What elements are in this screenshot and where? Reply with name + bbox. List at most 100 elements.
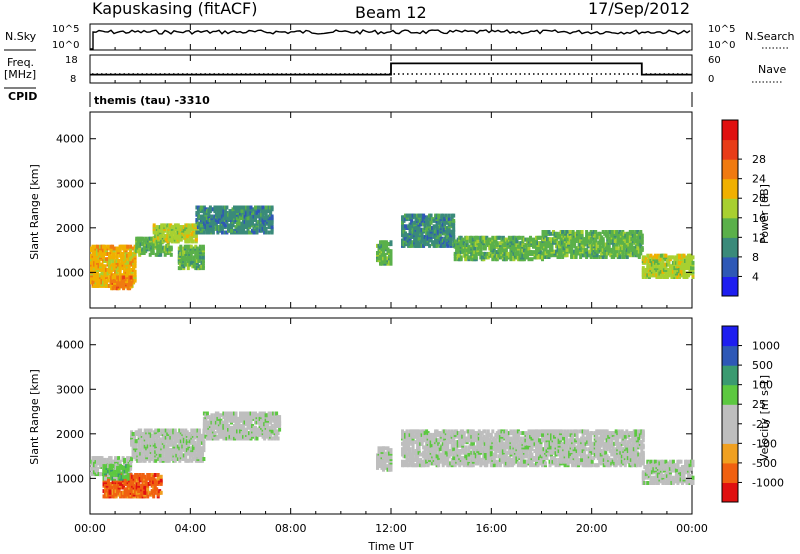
power-cell — [435, 233, 439, 238]
velocity-cell — [152, 494, 156, 499]
power-cell — [194, 223, 198, 228]
power-cell — [91, 244, 95, 249]
power-cell — [556, 255, 560, 259]
power-cell — [389, 256, 393, 261]
power-cell — [225, 205, 229, 210]
velocity-cell — [242, 415, 245, 420]
power-cell — [194, 244, 198, 249]
velocity-cell — [437, 463, 441, 468]
nave-label: Nave — [758, 63, 786, 76]
velocity-cell — [255, 427, 259, 432]
velocity-cell — [429, 443, 433, 448]
power-cell — [452, 218, 456, 223]
velocity-cell — [126, 476, 130, 481]
power-cell — [194, 262, 198, 267]
power-cell — [561, 230, 565, 234]
velocity-cell — [219, 413, 223, 418]
power-cell — [189, 253, 193, 258]
power-cell — [189, 244, 193, 249]
velocity-cell — [228, 425, 232, 430]
power-cell — [691, 266, 695, 271]
power-cell — [264, 226, 268, 231]
power-cell — [405, 213, 409, 218]
power-cell — [525, 237, 529, 242]
power-cell — [586, 239, 590, 243]
velocity-cell — [213, 431, 217, 436]
velocity-cell — [178, 458, 182, 463]
velocity-cell — [389, 448, 393, 453]
freq-label-1: Freq. — [7, 56, 34, 69]
power-cell — [108, 260, 112, 265]
power-colorbar-segment — [722, 178, 738, 199]
velocity-cell — [237, 424, 241, 428]
velocity-cell — [435, 461, 439, 466]
velocity-cell — [264, 434, 268, 439]
power-cell — [126, 260, 130, 265]
power-ytick-label: 4000 — [56, 133, 84, 146]
power-cell — [664, 253, 668, 258]
velocity-cell — [134, 476, 138, 481]
power-cell — [616, 231, 620, 236]
power-cell — [201, 255, 205, 260]
velocity-cell — [164, 444, 168, 449]
power-cell — [255, 221, 259, 226]
power-cell — [474, 255, 478, 260]
velocity-band-1 — [102, 473, 163, 499]
power-cell — [530, 257, 534, 262]
power-cell — [198, 255, 202, 260]
velocity-cell — [435, 457, 439, 462]
power-cell — [682, 253, 686, 258]
nsky-rtick-top: 10^5 — [708, 24, 735, 35]
power-cell — [163, 245, 167, 250]
velocity-cell — [126, 473, 130, 477]
power-colorbar-tick: 20 — [752, 192, 766, 205]
velocity-cell — [107, 480, 111, 485]
velocity-cell — [197, 440, 201, 445]
power-colorbar-segment — [722, 256, 738, 277]
velocity-cell — [278, 427, 282, 432]
power-cell — [640, 240, 644, 245]
power-cell — [495, 250, 499, 255]
velocity-cell — [446, 445, 450, 450]
power-cell — [270, 205, 274, 210]
power-plot-frame — [89, 111, 693, 309]
velocity-cell — [411, 443, 415, 448]
velocity-band-6 — [401, 429, 645, 468]
velocity-cell — [158, 453, 162, 458]
power-cell — [631, 230, 635, 234]
velocity-cell — [225, 420, 229, 425]
power-cell — [580, 233, 584, 238]
power-ytick-label: 1000 — [56, 266, 84, 279]
velocity-cell — [193, 440, 197, 445]
power-cell — [252, 230, 256, 235]
power-cell — [688, 271, 692, 276]
power-cell — [240, 205, 244, 210]
power-cell — [251, 219, 254, 224]
velocity-cell — [269, 420, 273, 425]
velocity-cell — [405, 459, 409, 464]
power-colorbar-segment — [722, 159, 738, 180]
power-cell — [509, 257, 513, 262]
velocity-cell — [386, 446, 390, 451]
velocity-cell — [202, 448, 206, 453]
velocity-cell — [225, 436, 229, 441]
velocity-cell — [164, 428, 168, 433]
velocity-cell — [465, 456, 469, 461]
velocity-cell — [401, 459, 404, 464]
nsky-label: N.Sky — [5, 30, 37, 43]
power-cell — [518, 235, 522, 240]
velocity-cell — [266, 422, 270, 427]
velocity-cell — [402, 463, 406, 468]
velocity-cell — [405, 438, 409, 443]
velocity-cell — [428, 461, 432, 466]
velocity-cell — [255, 420, 259, 425]
velocity-cell — [202, 432, 206, 436]
power-cell — [479, 244, 483, 249]
power-cell — [453, 257, 457, 262]
power-cell — [639, 230, 643, 234]
power-cell — [225, 210, 229, 215]
power-cell — [465, 255, 469, 260]
velocity-cell — [149, 428, 153, 433]
